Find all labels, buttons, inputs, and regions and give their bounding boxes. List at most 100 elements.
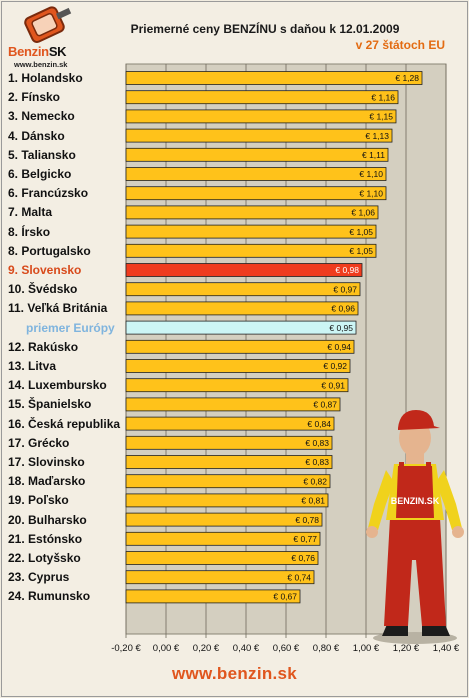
bar xyxy=(125,224,377,239)
bar-value-label: € 1,13 xyxy=(365,131,389,141)
bar xyxy=(125,320,357,335)
country-label: 7. Malta xyxy=(8,205,53,220)
bar-value-label: € 0,67 xyxy=(273,592,297,602)
chart-subtitle: v 27 štátoch EU xyxy=(355,38,445,52)
bar-value-label: € 0,84 xyxy=(307,419,331,429)
country-label: 19. Poľsko xyxy=(8,493,69,508)
country-label: 6. Francúzsko xyxy=(8,186,89,201)
country-label: 22. Lotyšsko xyxy=(8,551,81,565)
bar xyxy=(125,455,333,469)
bar xyxy=(125,128,393,143)
country-label: 3. Nemecko xyxy=(8,109,75,124)
x-axis-ticks: -0,20 € 0,00 € 0,20 € 0,40 € 0,60 € 0,80 € 1,0… xyxy=(111,643,460,654)
bar xyxy=(125,167,387,181)
bar-value-label: € 1,10 xyxy=(359,188,383,198)
mascot-text: BENZIN.SK xyxy=(391,496,440,506)
bar-value-label: € 1,05 xyxy=(349,227,373,237)
country-label: 17. Slovinsko xyxy=(8,455,85,469)
country-label: 6. Belgicko xyxy=(8,167,72,181)
country-label: 24. Rumunsko xyxy=(8,589,91,604)
bar xyxy=(125,243,377,258)
x-tick-label: -0,20 € xyxy=(111,643,141,654)
bar xyxy=(125,531,321,546)
bar-value-label: € 1,15 xyxy=(369,112,393,122)
bar-value-label: € 0,83 xyxy=(305,438,329,448)
bar xyxy=(125,186,387,201)
bar xyxy=(125,147,389,162)
x-tick-label: 1,00 € xyxy=(353,643,380,654)
country-label: 2. Fínsko xyxy=(8,90,61,105)
country-label: 16. Česká republika xyxy=(8,416,121,431)
bar xyxy=(125,570,315,585)
bar-value-label: € 1,10 xyxy=(359,169,383,179)
x-tick-label: 0,20 € xyxy=(193,643,220,654)
bar xyxy=(125,339,355,354)
country-label: 12. Rakúsko xyxy=(8,339,79,354)
bar xyxy=(125,71,423,85)
bar-value-label: € 0,95 xyxy=(329,323,353,333)
bar-value-label: € 1,11 xyxy=(362,150,385,160)
bar-value-label: € 1,28 xyxy=(395,73,419,83)
country-label: 4. Dánsko xyxy=(8,128,65,143)
bar xyxy=(125,512,323,527)
bar xyxy=(125,551,319,565)
country-label: 21. Estónsko xyxy=(8,531,83,546)
bar-value-label: € 0,78 xyxy=(295,515,319,525)
bar-value-label: € 0,94 xyxy=(327,342,351,352)
bar-value-label: € 0,97 xyxy=(333,284,357,294)
bar-value-label: € 0,92 xyxy=(323,361,347,371)
bar xyxy=(125,397,341,412)
country-label: 11. Veľká Británia xyxy=(8,301,108,316)
country-label: 17. Grécko xyxy=(8,435,70,450)
x-tick-label: 0,40 € xyxy=(233,643,260,654)
bar xyxy=(125,589,301,604)
bar xyxy=(125,416,335,431)
x-tick-label: 1,40 € xyxy=(433,643,460,654)
benzin-logo[interactable]: BenzinSK www.benzin.sk xyxy=(4,4,84,69)
x-tick-label: 0,80 € xyxy=(313,643,340,654)
logo-url: www.benzin.sk xyxy=(14,60,68,69)
bar-value-label: € 1,06 xyxy=(351,208,375,218)
country-label: 1. Holandsko xyxy=(8,71,83,85)
footer-url[interactable]: www.benzin.sk xyxy=(171,664,298,683)
country-label: 18. Maďarsko xyxy=(8,474,86,489)
country-label: 8. Portugalsko xyxy=(8,243,91,258)
bar-value-label: € 0,83 xyxy=(305,457,329,467)
country-label: 13. Litva xyxy=(8,359,57,373)
bar xyxy=(125,109,397,124)
mascot-figure: BENZIN.SK xyxy=(366,410,464,644)
x-tick-label: 0,00 € xyxy=(153,643,180,654)
bar-value-label: € 0,91 xyxy=(321,380,345,390)
bar-value-label: € 0,77 xyxy=(293,534,317,544)
bar xyxy=(125,301,359,316)
country-label: 5. Taliansko xyxy=(8,147,76,162)
country-label: 15. Španielsko xyxy=(8,397,92,412)
country-label: 20. Bulharsko xyxy=(8,512,87,527)
bar xyxy=(125,263,363,277)
bar xyxy=(125,90,399,105)
bar xyxy=(125,493,329,508)
bar-value-label: € 0,98 xyxy=(335,265,359,275)
fuel-nozzle-icon xyxy=(24,6,72,43)
bar xyxy=(125,359,351,373)
bar xyxy=(125,474,331,489)
bar-value-label: € 1,16 xyxy=(371,92,395,102)
country-label: 23. Cyprus xyxy=(8,570,70,585)
bar-value-label: € 0,76 xyxy=(291,553,315,563)
country-label: 8. Írsko xyxy=(8,224,51,239)
bar xyxy=(125,378,349,393)
x-tick-label: 0,60 € xyxy=(273,643,300,654)
country-label: 14. Luxembursko xyxy=(8,378,107,393)
bar-value-label: € 0,87 xyxy=(313,400,337,410)
country-label: 9. Slovensko xyxy=(8,263,82,277)
bar xyxy=(125,205,379,220)
bar-value-label: € 0,81 xyxy=(301,496,325,506)
bar-value-label: € 0,96 xyxy=(331,304,355,314)
bars: € 1,28€ 1,16 € 1,15 € 1,13 € 1,11 € 1,10 € 1,… xyxy=(125,71,423,604)
bar-value-label: € 1,05 xyxy=(349,246,373,256)
country-label: 10. Švédsko xyxy=(8,282,78,297)
chart-title: Priemerné ceny BENZÍNU s daňou k 12.01.2… xyxy=(130,22,400,36)
bar xyxy=(125,282,361,297)
x-tick-label: 1,20 € xyxy=(393,643,420,654)
bar-value-label: € 0,82 xyxy=(303,476,327,486)
